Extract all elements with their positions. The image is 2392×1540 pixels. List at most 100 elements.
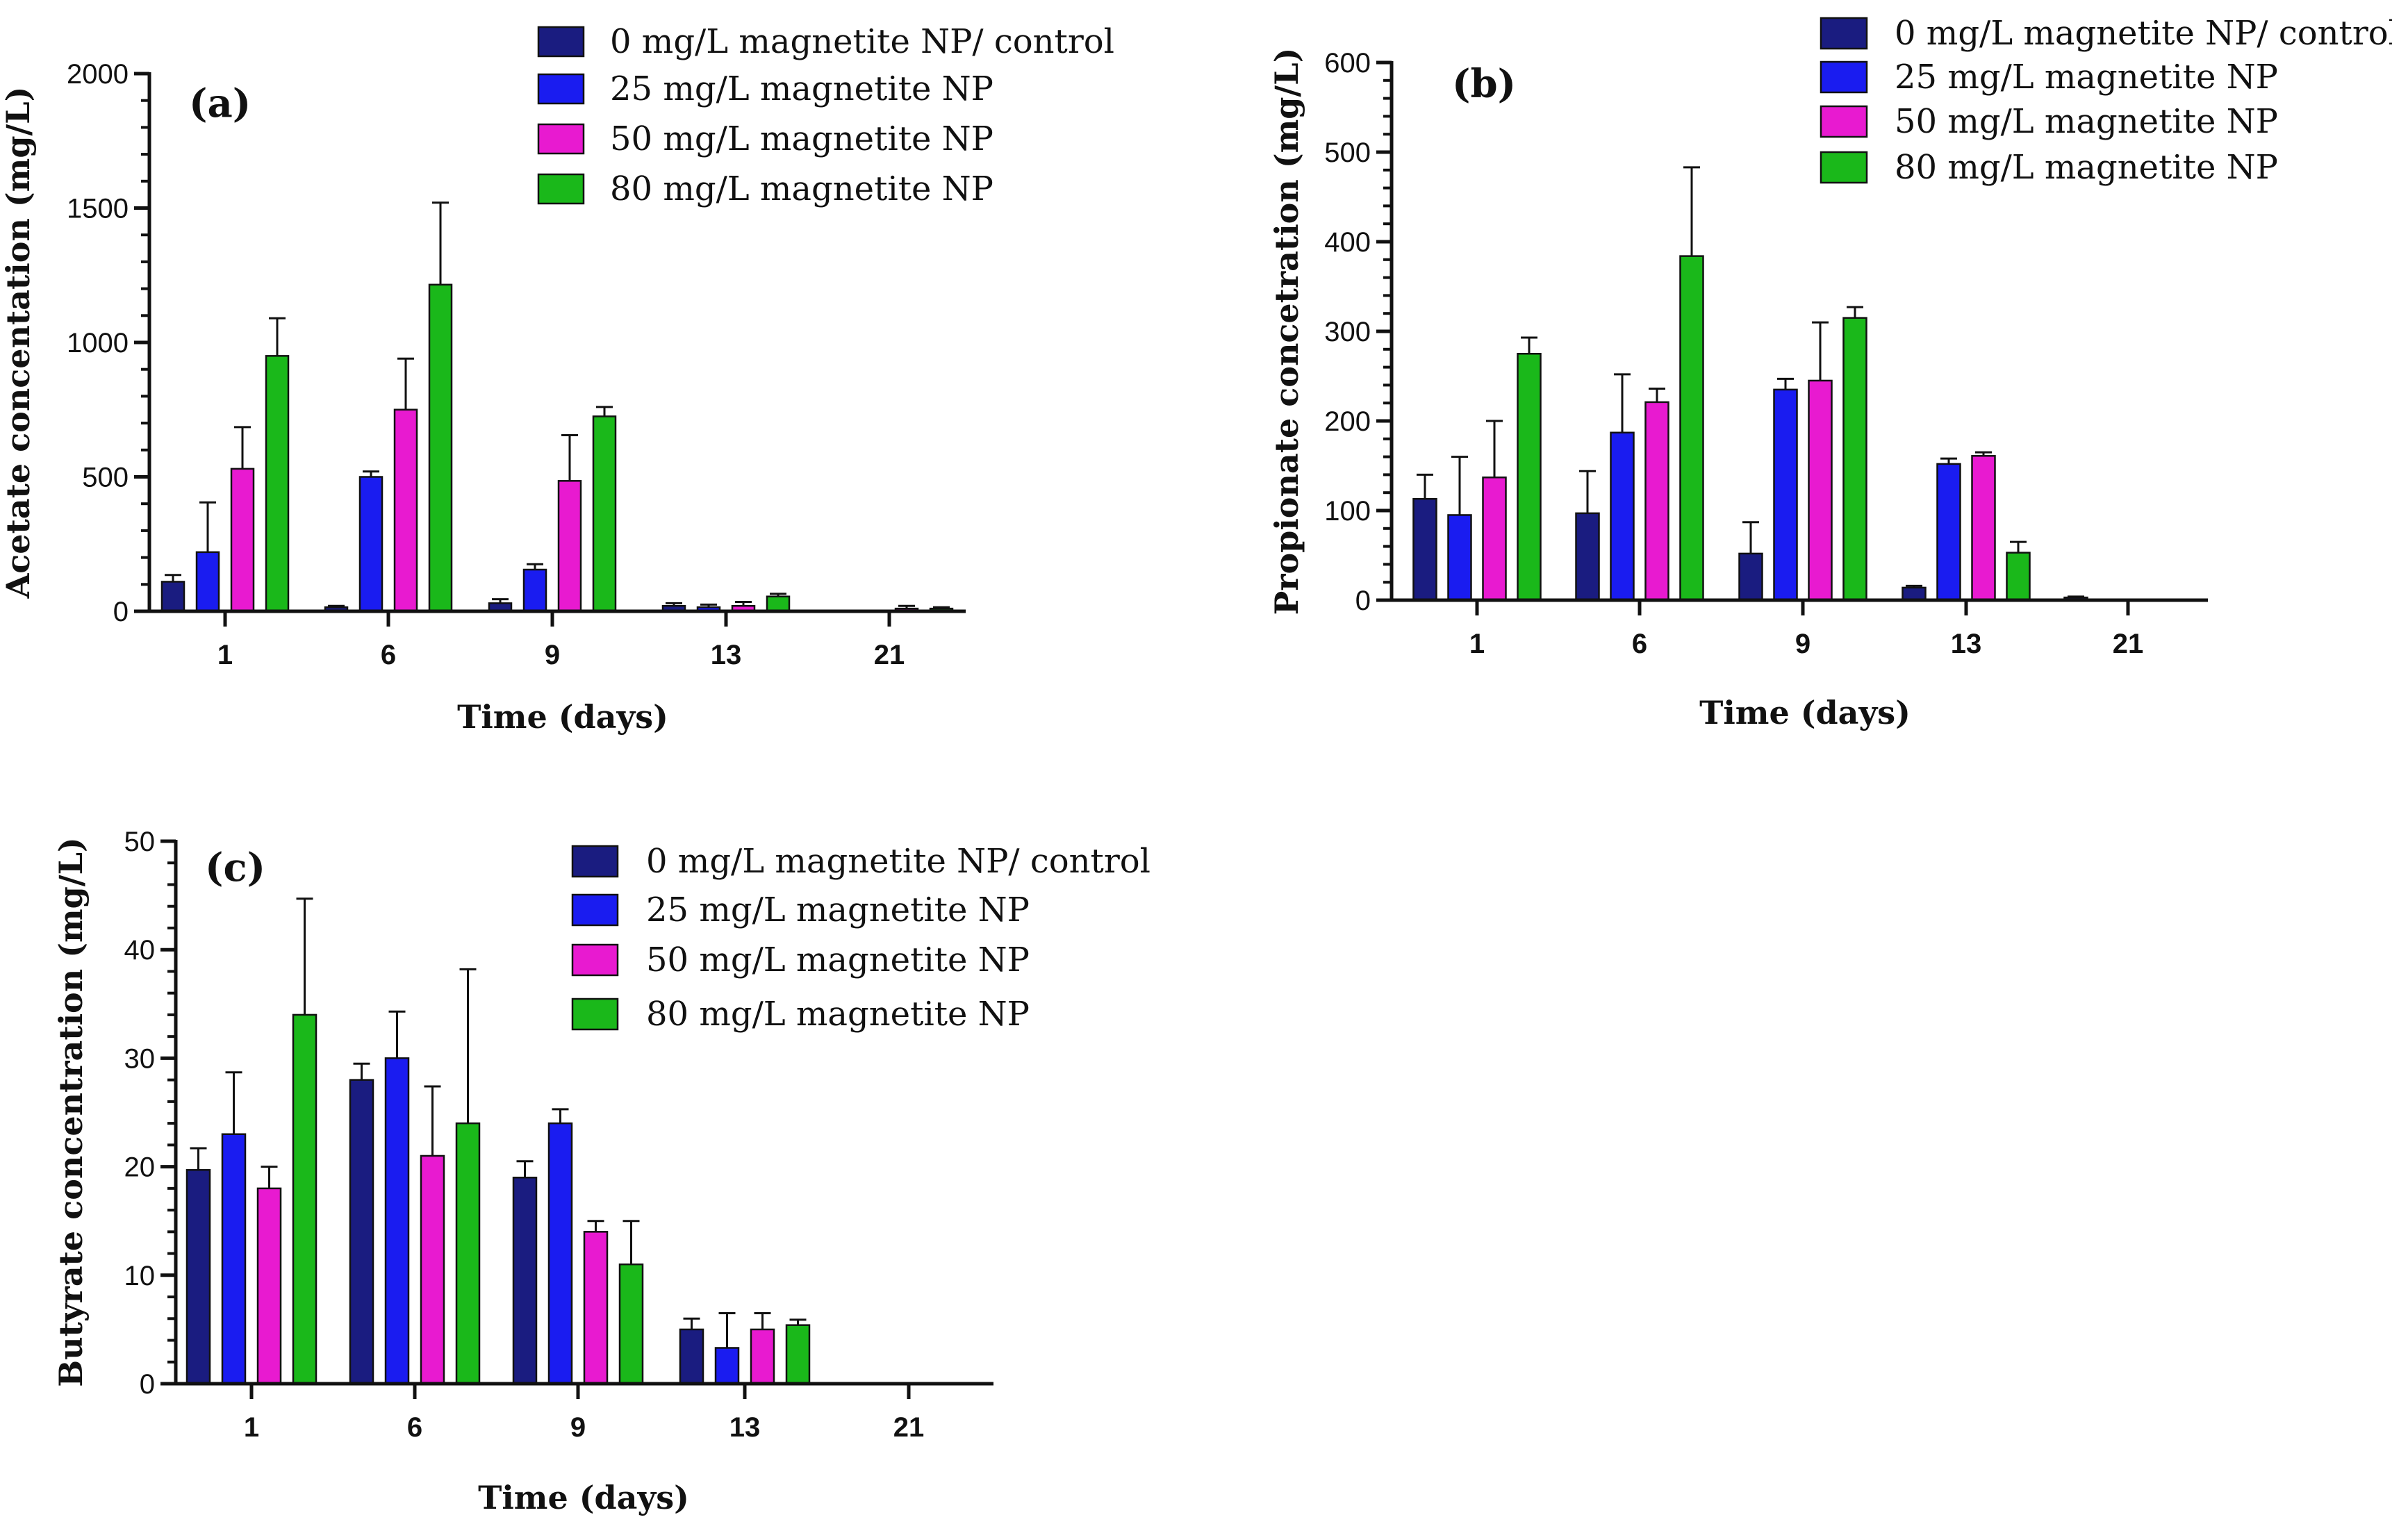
bar-a-s1-c6 xyxy=(358,476,383,613)
legend-label-c-s3: 80 mg/L magnetite NP xyxy=(646,995,1030,1034)
x-tick-label-b-13: 13 xyxy=(1951,629,1982,659)
bar-b-s1-c6 xyxy=(1610,431,1635,602)
bar-b-s2-c1 xyxy=(1482,477,1507,602)
x-tick-label-c-1: 1 xyxy=(244,1412,259,1443)
bar-a-s3-c13 xyxy=(766,595,791,613)
legend-c: 0 mg/L magnetite NP/ control 25 mg/L magn… xyxy=(571,842,1150,1034)
legend-a: 0 mg/L magnetite NP/ control 25 mg/L magn… xyxy=(537,22,1114,208)
bar-a-s2-c6 xyxy=(393,408,418,613)
legend-label-b-s3: 80 mg/L magnetite NP xyxy=(1895,148,2278,187)
x-tick-label-c-9: 9 xyxy=(570,1412,586,1443)
legend-label-b-s0: 0 mg/L magnetite NP/ control xyxy=(1895,14,2392,53)
legend-swatch-b-s2 xyxy=(1820,105,1868,138)
x-axis-title-c: Time (days) xyxy=(478,1479,689,1516)
y-tick-label-c-50: 50 xyxy=(124,827,156,857)
x-tick-label-c-21: 21 xyxy=(893,1412,925,1443)
bar-a-s3-c1 xyxy=(265,355,290,613)
bar-c-s1-c1 xyxy=(221,1133,247,1385)
x-tick-label-c-13: 13 xyxy=(729,1412,761,1443)
bar-b-s3-c13 xyxy=(2006,552,2031,602)
y-tick-label-c-20: 20 xyxy=(124,1152,156,1183)
bar-b-s3-c1 xyxy=(1517,353,1542,602)
legend-swatch-a-s0 xyxy=(537,26,585,58)
chart-panel-c: 0 10 20 30 40 50 1 6 9 13 21 Butyrate concentration… xyxy=(52,827,1150,1516)
x-tick-label-c-6: 6 xyxy=(407,1412,422,1443)
x-tick-label-a-13: 13 xyxy=(711,640,742,670)
bar-b-s1-c9 xyxy=(1773,388,1798,602)
bar-b-s2-c6 xyxy=(1644,401,1669,602)
legend-swatch-c-s2 xyxy=(571,943,619,977)
y-tick-label-b-300: 300 xyxy=(1324,317,1371,347)
legend-label-a-s0: 0 mg/L magnetite NP/ control xyxy=(610,22,1114,61)
bar-b-s2-c13 xyxy=(1971,455,1996,602)
y-tick-label-c-0: 0 xyxy=(140,1369,155,1400)
legend-label-b-s1: 25 mg/L magnetite NP xyxy=(1895,58,2278,97)
legend-swatch-a-s1 xyxy=(537,73,585,105)
x-tick-label-b-9: 9 xyxy=(1795,629,1811,659)
legend-swatch-b-s0 xyxy=(1820,17,1868,50)
y-tick-label-b-600: 600 xyxy=(1324,48,1371,78)
x-tick-label-a-6: 6 xyxy=(381,640,396,670)
bar-a-s0-c1 xyxy=(160,581,185,613)
y-tick-label-b-400: 400 xyxy=(1324,227,1371,258)
x-tick-label-b-6: 6 xyxy=(1632,629,1647,659)
bar-c-s0-c1 xyxy=(185,1169,211,1385)
x-tick-label-a-21: 21 xyxy=(874,640,905,670)
y-tick-label-b-500: 500 xyxy=(1324,138,1371,168)
bar-a-s1-c1 xyxy=(195,551,220,613)
bar-c-s3-c1 xyxy=(292,1013,317,1385)
bar-b-s0-c13 xyxy=(1902,586,1927,602)
y-axis-title-a: Acetate concentation (mg/L) xyxy=(0,87,37,599)
legend-swatch-a-s2 xyxy=(537,123,585,155)
panel-label-b: (b) xyxy=(1452,61,1516,107)
bar-c-s2-c9 xyxy=(583,1231,609,1385)
y-tick-label-b-0: 0 xyxy=(1355,586,1371,616)
bar-b-s3-c9 xyxy=(1842,317,1867,602)
y-tick-label-c-30: 30 xyxy=(124,1043,156,1074)
bar-c-s1-c6 xyxy=(384,1057,410,1385)
bar-b-s3-c6 xyxy=(1679,255,1704,602)
legend-swatch-c-s0 xyxy=(571,845,619,878)
bar-c-s1-c13 xyxy=(714,1347,740,1385)
legend-label-a-s1: 25 mg/L magnetite NP xyxy=(610,69,993,108)
bar-a-s3-c9 xyxy=(592,415,617,613)
bar-c-s0-c13 xyxy=(679,1328,704,1385)
legend-swatch-b-s1 xyxy=(1820,60,1868,94)
y-tick-label-a-1000: 1000 xyxy=(67,328,129,358)
legend-label-c-s2: 50 mg/L magnetite NP xyxy=(646,941,1030,979)
bar-c-s2-c6 xyxy=(420,1154,445,1385)
bar-a-s2-c1 xyxy=(230,467,255,613)
chart-panel-a: 0 500 1000 1500 2000 1 6 9 13 21 Acetate concentat… xyxy=(0,22,1114,736)
legend-label-c-s1: 25 mg/L magnetite NP xyxy=(646,891,1030,929)
panel-label-c: (c) xyxy=(205,845,265,891)
bar-c-s3-c13 xyxy=(785,1324,811,1385)
y-tick-label-c-40: 40 xyxy=(124,935,156,966)
legend-label-c-s0: 0 mg/L magnetite NP/ control xyxy=(646,842,1150,881)
y-tick-label-b-100: 100 xyxy=(1324,496,1371,527)
y-tick-label-c-10: 10 xyxy=(124,1261,156,1291)
legend-b: 0 mg/L magnetite NP/ control 25 mg/L magn… xyxy=(1820,14,2392,187)
bar-c-s1-c9 xyxy=(547,1122,573,1385)
x-tick-label-b-1: 1 xyxy=(1469,629,1485,659)
bar-b-s1-c13 xyxy=(1936,463,1961,602)
x-axis-title-a: Time (days) xyxy=(457,698,668,736)
x-tick-label-a-9: 9 xyxy=(545,640,560,670)
legend-swatch-c-s1 xyxy=(571,893,619,927)
y-tick-label-b-200: 200 xyxy=(1324,406,1371,437)
bar-b-s2-c9 xyxy=(1808,379,1833,602)
y-axis-title-c: Butyrate concentration (mg/L) xyxy=(52,837,90,1386)
legend-label-a-s2: 50 mg/L magnetite NP xyxy=(610,119,993,158)
bar-c-s2-c1 xyxy=(256,1187,282,1385)
bar-b-s0-c1 xyxy=(1412,497,1437,602)
legend-swatch-b-s3 xyxy=(1820,151,1868,184)
bar-b-s1-c1 xyxy=(1447,514,1472,602)
bar-b-s0-c9 xyxy=(1738,552,1763,602)
y-tick-label-a-500: 500 xyxy=(82,463,129,493)
bar-c-s0-c9 xyxy=(512,1176,538,1385)
panel-label-a: (a) xyxy=(189,81,251,126)
bar-c-s0-c6 xyxy=(349,1079,374,1385)
legend-swatch-c-s3 xyxy=(571,997,619,1031)
legend-label-a-s3: 80 mg/L magnetite NP xyxy=(610,169,993,208)
x-axis-title-b: Time (days) xyxy=(1699,694,1911,731)
